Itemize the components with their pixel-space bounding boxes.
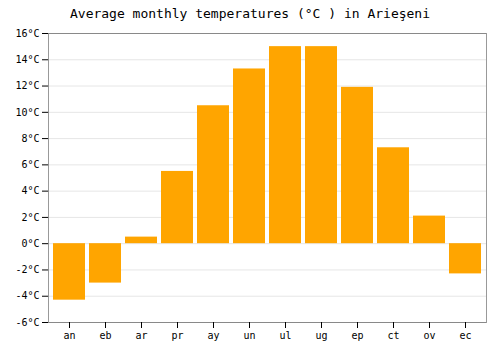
svg-text:ug: ug: [315, 330, 327, 341]
svg-text:6°C: 6°C: [21, 159, 39, 170]
svg-text:ep: ep: [351, 330, 363, 341]
svg-text:eb: eb: [99, 330, 111, 341]
svg-text:0°C: 0°C: [21, 238, 39, 249]
svg-text:10°C: 10°C: [15, 107, 39, 118]
svg-text:pr: pr: [171, 330, 183, 341]
html-text:Average monthly temperatures (: Average monthly temperatures (°C ) in Ar…: [70, 6, 430, 21]
svg-text:2°C: 2°C: [21, 212, 39, 223]
svg-text:ov: ov: [423, 330, 435, 341]
svg-text:-2°C: -2°C: [15, 264, 39, 275]
svg-text:16°C: 16°C: [15, 28, 39, 39]
svg-text:14°C: 14°C: [15, 54, 39, 65]
svg-text:12°C: 12°C: [15, 80, 39, 91]
svg-text:8°C: 8°C: [21, 133, 39, 144]
svg-text:ay: ay: [207, 330, 219, 341]
svg-text:ul: ul: [279, 330, 291, 341]
svg-text:-4°C: -4°C: [15, 290, 39, 301]
svg-text:ar: ar: [135, 330, 147, 341]
svg-text:un: un: [243, 330, 255, 341]
svg-text:4°C: 4°C: [21, 185, 39, 196]
svg-text:-6°C: -6°C: [15, 317, 39, 328]
svg-text:ct: ct: [387, 330, 399, 341]
svg-text:ec: ec: [459, 330, 471, 341]
svg-text:an: an: [63, 330, 75, 341]
